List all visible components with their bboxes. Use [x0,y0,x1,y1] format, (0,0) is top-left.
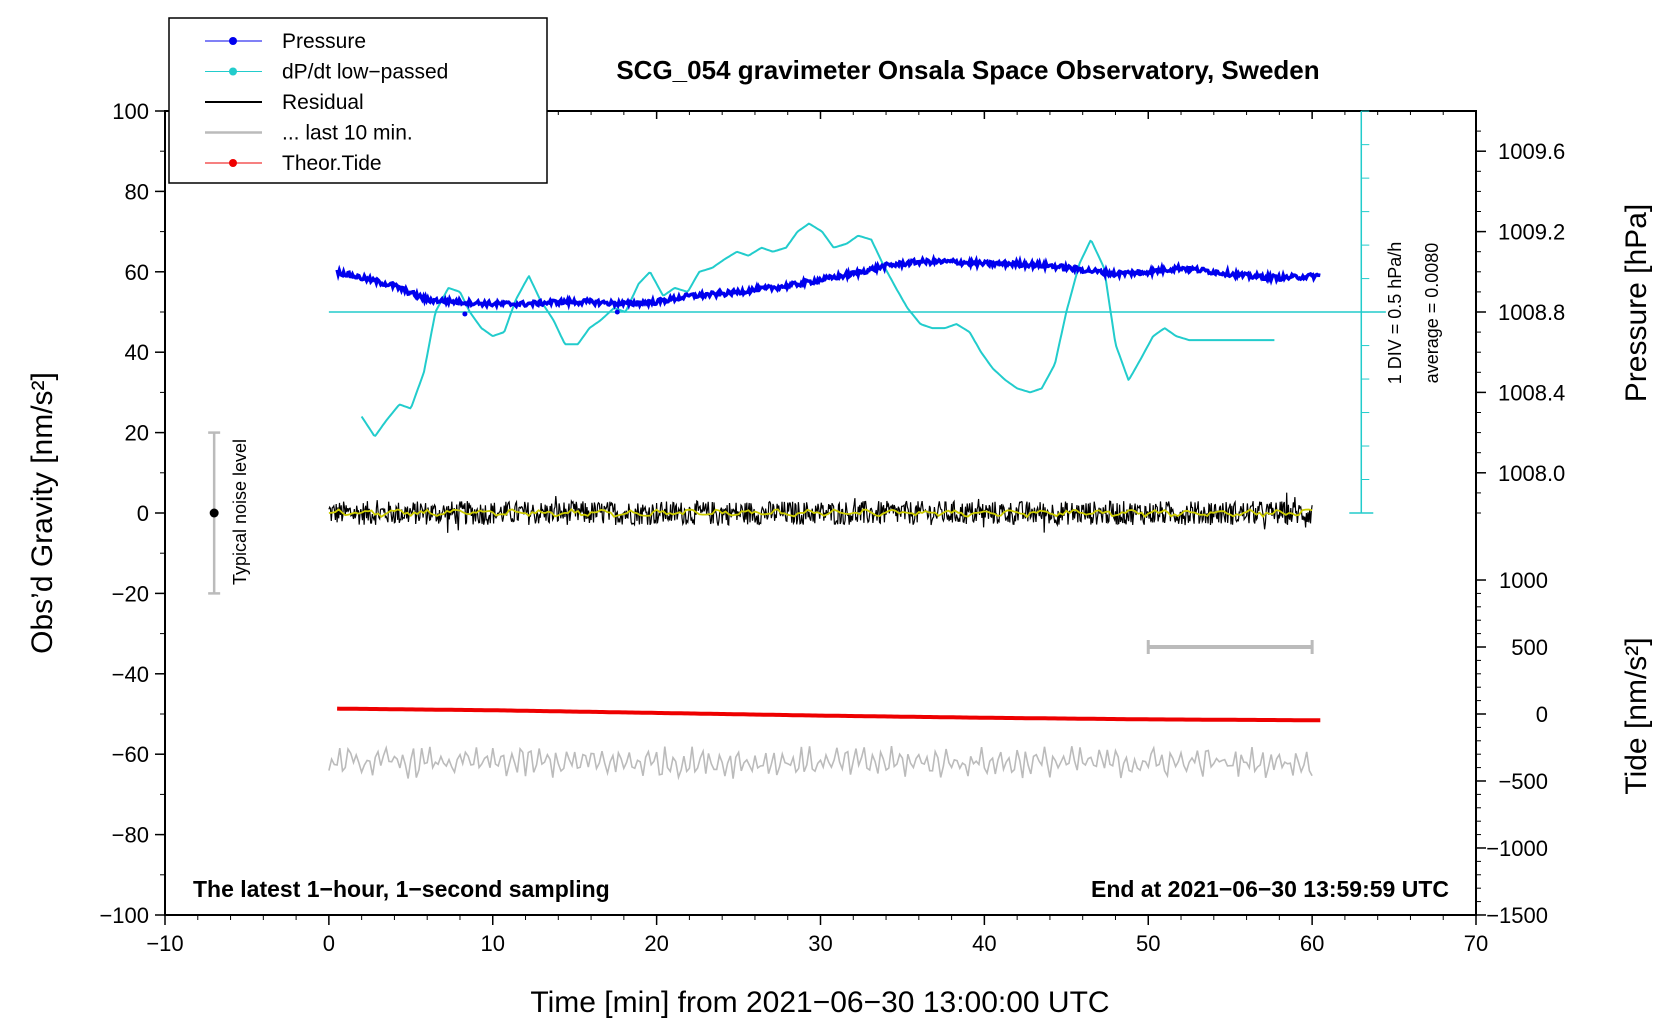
pressure-outlier-point [462,311,468,317]
x-tick-label: 40 [972,931,996,956]
noise-level-label: Typical noise level [230,439,250,585]
legend-marker [229,67,237,76]
tick-layer: −10 0 10 20 30 40 50 60 70100806040200−20−40−60−… [99,99,1565,956]
y-axis-title-tide: Tide [nm/s²] [1620,637,1653,794]
pressure-tick-label: 1009.6 [1498,139,1565,164]
x-tick-label: 0 [323,931,335,956]
x-tick-label: 30 [808,931,832,956]
y-tick-label: 0 [137,501,149,526]
pressure-tick-label: 1008.8 [1498,300,1565,325]
x-tick-label: 60 [1300,931,1324,956]
series-layer [208,110,1386,781]
legend-marker [229,159,237,167]
footer-left-text: The latest 1−hour, 1−second sampling [193,876,610,902]
y-tick-label: −60 [112,742,149,767]
legend-label: dP/dt low−passed [282,61,448,84]
legend-label: Residual [282,91,364,114]
pressure-outlier-point [614,309,620,315]
x-tick-label: 50 [1136,931,1160,956]
legend-label: Theor.Tide [282,152,382,175]
tide-tick-label: −1500 [1486,903,1548,928]
residual-line [328,492,1313,533]
pressure-line [335,253,1321,311]
legend-box [168,17,548,184]
x-tick-label: 10 [481,931,505,956]
legend-label: Pressure [282,30,366,53]
y-tick-label: −100 [99,903,149,928]
pressure-tick-label: 1008.4 [1498,380,1565,405]
tide-line [337,706,1321,723]
last10-line [328,745,1313,781]
residual-smooth-line [328,508,1313,519]
y-tick-label: −80 [112,823,149,848]
y-tick-label: 60 [125,260,149,285]
legend: Pressure dP/dt low−passed Residual ... last… [168,17,548,184]
legend-marker [229,37,237,45]
pressure-outlier-point [1137,271,1143,277]
y-tick-label: 80 [125,179,149,204]
dpdt-line [360,222,1275,437]
footer-right-text: End at 2021−06−30 13:59:59 UTC [1091,876,1449,902]
y-tick-label: −20 [112,581,149,606]
tide-tick-label: 500 [1511,635,1548,660]
y-axis-title-pressure: Pressure [hPa] [1620,204,1653,402]
tide-tick-label: −1000 [1486,836,1548,861]
legend-items: Pressure dP/dt low−passed Residual ... last… [205,30,448,175]
y-tick-label: 20 [125,421,149,446]
y-axis-title-left: Obs’d Gravity [nm/s²] [26,372,59,654]
tide-tick-label: −500 [1498,769,1548,794]
noise-bar-center-point [209,508,219,518]
legend-label: ... last 10 min. [282,122,413,145]
y-tick-label: 40 [125,340,149,365]
x-axis-title: Time [min] from 2021−06−30 13:00:00 UTC [530,986,1109,1019]
y-tick-label: −40 [112,662,149,687]
tide-tick-label: 1000 [1499,568,1548,593]
y-tick-label: 100 [112,99,149,124]
chart-title: SCG_054 gravimeter Onsala Space Observat… [616,55,1319,85]
dpdt-average-label: average = 0.0080 [1422,243,1442,384]
x-tick-label: 20 [644,931,668,956]
x-tick-label: 70 [1464,931,1488,956]
dpdt-div-label: 1 DIV = 0.5 hPa/h [1385,242,1405,385]
pressure-tick-label: 1008.0 [1498,461,1565,486]
x-tick-label: −10 [146,931,183,956]
pressure-tick-label: 1009.2 [1498,220,1565,245]
tide-tick-label: 0 [1536,702,1548,727]
